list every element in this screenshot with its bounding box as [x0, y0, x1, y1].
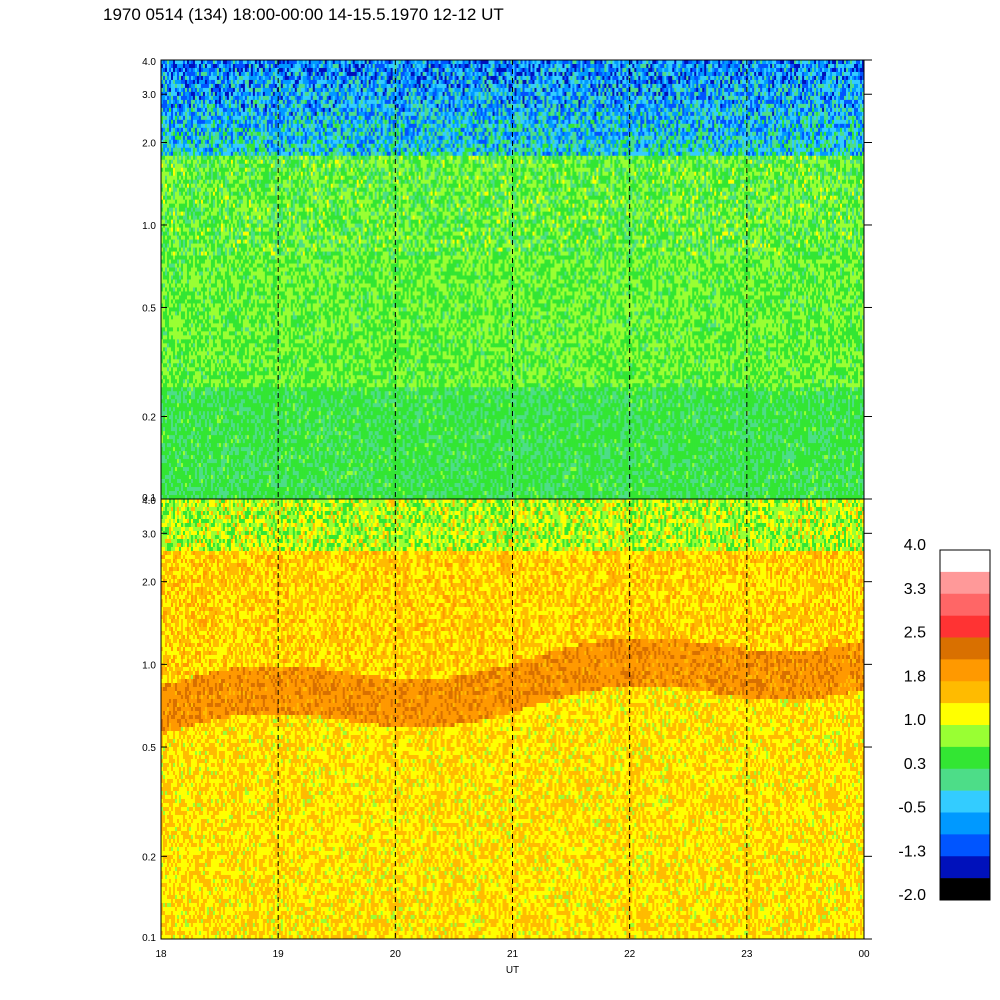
y-tick-label: 3.0 [142, 529, 156, 540]
y-tick-label: 2.0 [142, 138, 156, 149]
x-tick-label: 20 [390, 949, 402, 960]
x-tick-label: 18 [155, 949, 167, 960]
colorbar-swatch [940, 834, 990, 856]
y-tick-label: 3.0 [142, 90, 156, 101]
colorbar-swatch [940, 572, 990, 594]
y-tick-label: 4.0 [142, 57, 156, 68]
colorbar-swatch [940, 550, 990, 572]
colorbar-swatch [940, 813, 990, 835]
colorbar-swatch [940, 725, 990, 747]
y-tick-label: 0.5 [142, 743, 156, 754]
colorbar-label: -1.3 [898, 843, 926, 860]
colorbar-swatch [940, 681, 990, 703]
y-tick-label: 0.2 [142, 413, 156, 424]
y-tick-label: 0.2 [142, 852, 156, 863]
colorbar-swatch [940, 659, 990, 681]
y-tick-label: 2.0 [142, 578, 156, 589]
colorbar-label: 3.3 [904, 581, 926, 598]
y-tick-label: 0.5 [142, 303, 156, 314]
colorbar-swatch [940, 878, 990, 900]
colorbar-label: -2.0 [898, 887, 926, 904]
colorbar-swatch [940, 616, 990, 638]
colorbar-label: 0.3 [904, 756, 926, 773]
colorbar-label: 2.5 [904, 625, 926, 642]
x-tick-label: 19 [273, 949, 285, 960]
colorbar-label: 4.0 [904, 537, 926, 554]
y-tick-label: 0.1 [142, 933, 156, 944]
colorbar-swatch [940, 856, 990, 878]
colorbar-swatch [940, 747, 990, 769]
x-axis: 18 19 20 21 22 23 00 UT [155, 949, 870, 976]
colorbar-swatch [940, 791, 990, 813]
colorbar: 4.0 3.3 2.5 1.8 1.0 0.3 -0.5 -1.3 -2.0 [898, 537, 990, 904]
colorbar-label: 1.0 [904, 712, 926, 729]
y-tick-label: 1.0 [142, 660, 156, 671]
colorbar-swatch [940, 638, 990, 660]
colorbar-swatch [940, 703, 990, 725]
x-tick-label: 23 [741, 949, 753, 960]
colorbar-swatch [940, 769, 990, 791]
colorbar-label: 1.8 [904, 668, 926, 685]
x-tick-label: 21 [507, 949, 519, 960]
y-tick-label: 1.0 [142, 221, 156, 232]
y-tick-label: 4.0 [142, 496, 156, 507]
x-tick-label: 22 [624, 949, 636, 960]
colorbar-swatch [940, 594, 990, 616]
colorbar-label: -0.5 [898, 800, 926, 817]
x-axis-label: UT [506, 965, 519, 976]
x-tick-label: 00 [858, 949, 870, 960]
